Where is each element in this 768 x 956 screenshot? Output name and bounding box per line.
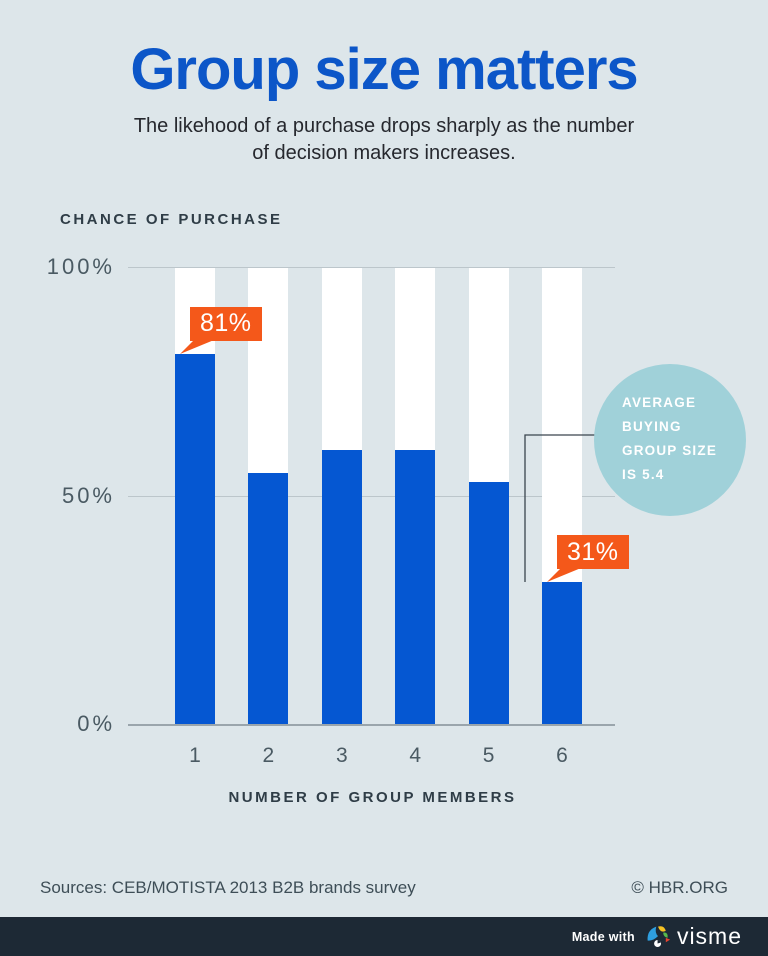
x-tick-label: 1 [189, 744, 201, 767]
value-callout: 31% [547, 535, 629, 583]
x-tick-label: 3 [335, 744, 348, 767]
footer: Sources: CEB/MOTISTA 2013 B2B brands sur… [40, 878, 728, 898]
x-tick-label: 5 [482, 744, 495, 767]
annotation-line: IS 5.4 [622, 467, 665, 482]
annotation-text: AVERAGE BUYING GROUP SIZE IS 5.4 [594, 364, 746, 487]
x-tick-label: 2 [262, 744, 275, 767]
subtitle-line-2: of decision makers increases. [252, 142, 516, 164]
bar-chart: 100% 50% 0% 1 2 3 4 5 6 81% 31% [47, 254, 629, 767]
bar [468, 481, 509, 724]
gridline [128, 724, 615, 726]
gridline [128, 267, 615, 268]
annotation-line: GROUP SIZE [622, 443, 718, 458]
y-tick-label: 100% [46, 254, 115, 279]
callout-tail [547, 568, 581, 583]
value-callout-label: 31% [567, 537, 619, 566]
bar [321, 449, 362, 724]
bar [395, 449, 436, 724]
x-axis-title: NUMBER OF GROUP MEMBERS [228, 789, 517, 806]
bottom-bar: Made with visme [0, 917, 768, 956]
made-with-label: Made with [571, 929, 635, 944]
y-axis-title: CHANCE OF PURCHASE [60, 211, 283, 228]
bar [175, 353, 215, 724]
bar [248, 472, 289, 724]
subtitle-line-1: The likehood of a purchase drops sharply… [133, 115, 635, 137]
gridline [128, 495, 615, 497]
annotation-line: AVERAGE [622, 395, 697, 410]
bar [542, 582, 582, 724]
value-callout: 81% [180, 306, 262, 354]
x-tick-label: 4 [409, 744, 422, 767]
y-tick-label: 50% [61, 482, 115, 508]
sources-text: Sources: CEB/MOTISTA 2013 B2B brands sur… [40, 878, 416, 897]
x-tick-label: 6 [556, 744, 568, 767]
annotation-bubble: AVERAGE BUYING GROUP SIZE IS 5.4 [594, 364, 746, 516]
callout-tail [180, 339, 214, 354]
visme-logo-link[interactable]: visme [645, 923, 742, 950]
visme-logo-icon [647, 925, 671, 947]
value-callout-label: 81% [200, 309, 252, 338]
visme-wordmark: visme [676, 923, 742, 949]
page-subtitle: The likehood of a purchase drops sharply… [0, 113, 768, 167]
credit-text: © HBR.ORG [631, 878, 728, 897]
y-tick-label: 0% [77, 711, 115, 736]
page-title: Group size matters [130, 37, 638, 102]
annotation-line: BUYING [622, 419, 682, 434]
